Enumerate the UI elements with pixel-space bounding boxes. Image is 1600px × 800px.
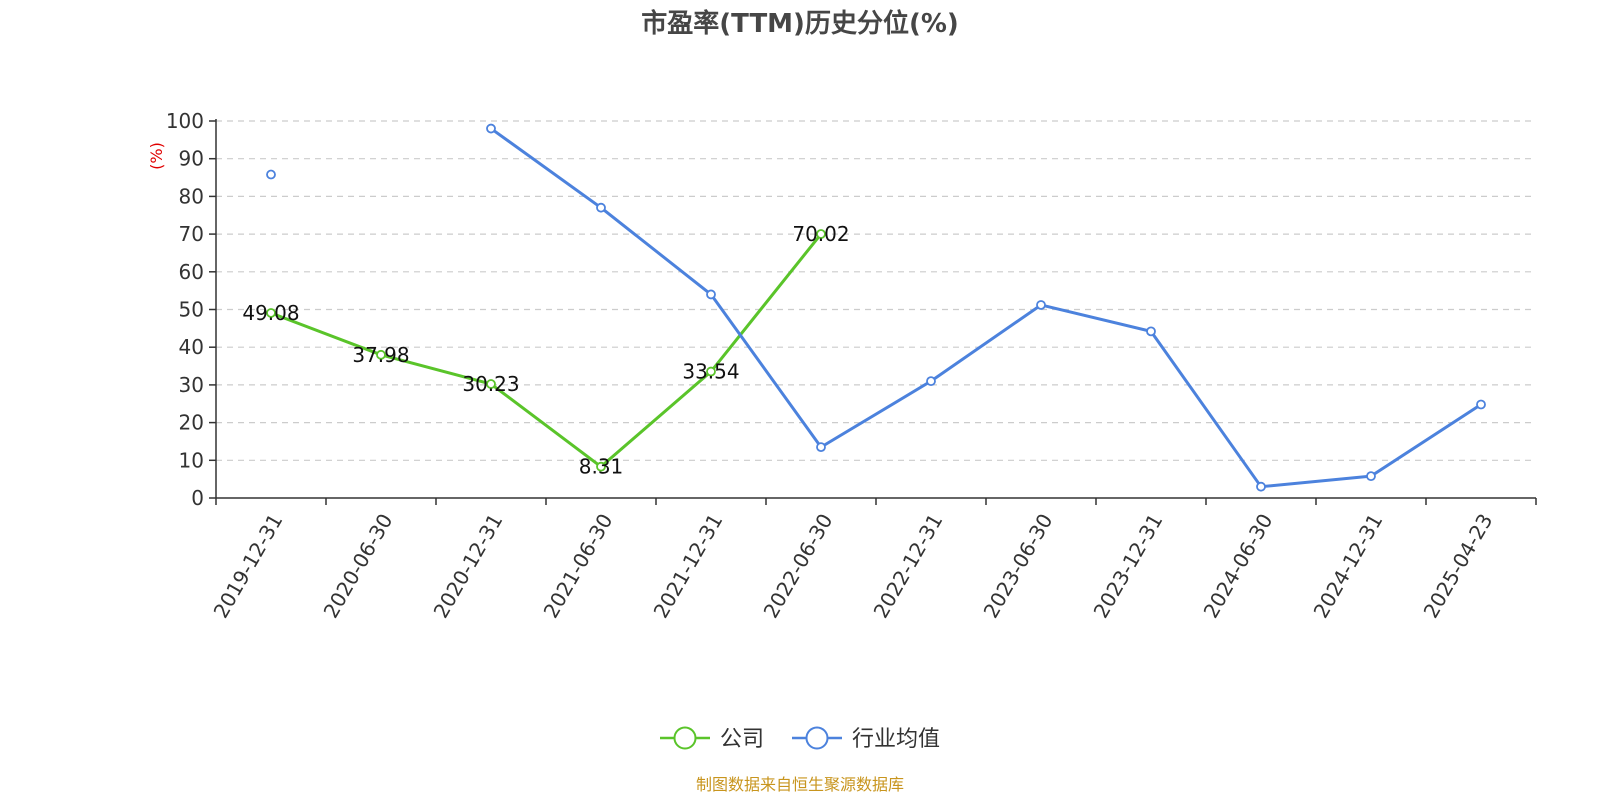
data-point[interactable] xyxy=(1366,471,1376,482)
x-ticks: 2019-12-31 2020-06-30 2020-12-31 2021-06-30… xyxy=(209,498,1537,623)
data-label: 37.98 xyxy=(352,343,409,367)
legend-item-industry-average[interactable]: 行业均值 xyxy=(792,726,940,752)
x-tick-label: 2021-06-30 xyxy=(539,510,618,623)
y-tick-label: 30 xyxy=(179,373,204,397)
data-point[interactable] xyxy=(486,379,496,389)
data-label: 30.23 xyxy=(462,372,519,396)
y-tick-label: 10 xyxy=(179,448,204,472)
chart-title: 市盈率(TTM)历史分位(%) xyxy=(641,8,959,39)
x-tick-label: 2019-12-31 xyxy=(209,510,288,623)
data-label: 8.31 xyxy=(579,455,624,479)
x-tick-label: 2022-06-30 xyxy=(759,510,838,623)
y-tick-label: 20 xyxy=(179,411,204,435)
legend-marker xyxy=(673,726,697,750)
x-tick-label: 2020-06-30 xyxy=(319,510,398,623)
series: 49.08 37.98 30.23 8.31 33.54 70.02 xyxy=(242,123,1486,492)
x-tick-label: 2020-12-31 xyxy=(429,510,508,623)
data-point[interactable] xyxy=(376,349,386,360)
data-point[interactable] xyxy=(1146,326,1156,337)
legend[interactable]: 公司 行业均值 xyxy=(660,726,940,752)
y-tick-label: 100 xyxy=(166,109,204,133)
y-tick-label: 0 xyxy=(191,486,204,510)
series-industry-average xyxy=(266,123,1486,492)
y-tick-label: 90 xyxy=(179,147,204,171)
data-point[interactable] xyxy=(816,442,826,453)
x-tick-label: 2024-12-31 xyxy=(1309,510,1388,623)
data-point[interactable] xyxy=(706,289,716,300)
data-point[interactable] xyxy=(1036,300,1046,310)
x-tick-label: 2021-12-31 xyxy=(649,510,728,623)
series-company: 49.08 37.98 30.23 8.31 33.54 70.02 xyxy=(242,222,849,479)
y-tick-label: 40 xyxy=(179,335,204,359)
y-axis-label: (%) xyxy=(147,142,166,170)
x-tick-label: 2025-04-23 xyxy=(1419,510,1498,623)
legend-marker xyxy=(805,726,829,750)
data-label: 33.54 xyxy=(682,360,739,384)
data-point[interactable] xyxy=(816,229,826,239)
series-line xyxy=(490,127,1482,489)
y-tick-label: 80 xyxy=(179,184,204,208)
legend-label: 行业均值 xyxy=(852,727,940,752)
x-tick-label: 2024-06-30 xyxy=(1199,510,1278,623)
grid-lines xyxy=(216,120,1536,461)
axes xyxy=(215,119,1536,499)
y-ticks: 0 10 20 30 40 50 60 70 80 90 100 xyxy=(166,109,216,510)
data-point[interactable] xyxy=(706,366,716,377)
x-tick-label: 2023-06-30 xyxy=(979,510,1058,623)
source-note: 制图数据来自恒生聚源数据库 xyxy=(696,775,904,794)
data-label: 49.08 xyxy=(242,301,299,325)
data-label: 70.02 xyxy=(792,222,849,246)
data-point[interactable] xyxy=(926,376,936,387)
data-point[interactable] xyxy=(486,123,496,134)
data-point[interactable] xyxy=(266,169,276,180)
data-point[interactable] xyxy=(1256,481,1266,492)
legend-label: 公司 xyxy=(720,727,764,752)
data-point[interactable] xyxy=(596,202,606,213)
x-tick-label: 2022-12-31 xyxy=(869,510,948,623)
series-line xyxy=(270,233,823,469)
data-point[interactable] xyxy=(596,461,606,472)
y-tick-label: 70 xyxy=(179,222,204,246)
data-point[interactable] xyxy=(266,308,276,318)
y-tick-label: 60 xyxy=(179,260,204,284)
legend-item-company[interactable]: 公司 xyxy=(660,726,764,752)
y-tick-label: 50 xyxy=(179,298,204,322)
x-tick-label: 2023-12-31 xyxy=(1089,510,1168,623)
data-point[interactable] xyxy=(1476,399,1486,410)
